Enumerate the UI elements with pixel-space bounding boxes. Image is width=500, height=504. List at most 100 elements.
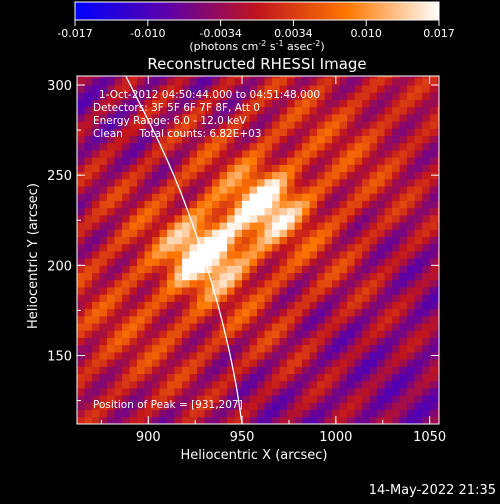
heatmap-cell [339, 222, 348, 230]
heatmap-cell [347, 99, 356, 108]
heatmap-cell [422, 185, 431, 194]
heatmap-cell [392, 366, 401, 375]
heatmap-cell [77, 185, 86, 194]
heatmap-cell [182, 135, 191, 144]
heatmap-cell [309, 77, 318, 86]
heatmap-cell [197, 164, 206, 173]
heatmap-cell [384, 395, 393, 403]
heatmap-cell [347, 286, 356, 295]
heatmap-cell [392, 178, 401, 187]
heatmap-cell [414, 315, 423, 324]
heatmap-cell [137, 135, 146, 144]
heatmap-cell [234, 99, 243, 108]
heatmap-cell [369, 200, 378, 209]
colorbar-tick-label: 0.010 [350, 27, 382, 40]
heatmap-cell [392, 236, 401, 245]
heatmap-cell [114, 214, 123, 223]
heatmap-cell [174, 164, 183, 173]
heatmap-cell [219, 308, 228, 317]
heatmap-cell [309, 142, 318, 151]
heatmap-cell [407, 207, 416, 216]
heatmap-cell [369, 229, 378, 237]
heatmap-cell [114, 200, 123, 209]
heatmap-cell [377, 344, 386, 353]
heatmap-cell [122, 351, 131, 360]
heatmap-cell [407, 315, 416, 324]
heatmap-cell [182, 171, 191, 180]
heatmap-cell [144, 294, 153, 302]
heatmap-cell [392, 243, 401, 252]
heatmap-cell [114, 337, 123, 346]
heatmap-cell [339, 200, 348, 209]
heatmap-cell [212, 323, 221, 331]
heatmap-cell [159, 229, 168, 237]
heatmap-cell [227, 409, 236, 418]
heatmap-cell [152, 207, 161, 216]
heatmap-cell [294, 366, 303, 375]
heatmap-cell [227, 243, 236, 252]
heatmap-cell [422, 157, 431, 165]
heatmap-cell [347, 416, 356, 424]
heatmap-cell [324, 294, 333, 302]
heatmap-cell [152, 85, 161, 93]
heatmap-cell [317, 301, 326, 310]
heatmap-cell [84, 265, 93, 274]
heatmap-cell [197, 185, 206, 194]
heatmap-cell [107, 402, 116, 411]
heatmap-cell [99, 395, 108, 403]
heatmap-cell [422, 337, 431, 346]
heatmap-cell [309, 113, 318, 122]
heatmap-cell [182, 92, 191, 100]
heatmap-cell [384, 301, 393, 310]
heatmap-cell [249, 200, 258, 209]
heatmap-cell [294, 135, 303, 144]
heatmap-cell [189, 236, 198, 245]
heatmap-cell [234, 301, 243, 310]
heatmap-cell [257, 359, 266, 367]
heatmap-cell [287, 185, 296, 194]
heatmap-cell [249, 85, 258, 93]
heatmap-cell [369, 258, 378, 266]
heatmap-cell [227, 344, 236, 353]
chart-title: Reconstructed RHESSI Image [147, 55, 366, 73]
heatmap-cell [114, 308, 123, 317]
heatmap-cell [204, 113, 213, 122]
heatmap-cell [197, 351, 206, 360]
heatmap-cell [302, 99, 311, 108]
heatmap-cell [272, 164, 281, 173]
heatmap-cell [302, 395, 311, 403]
heatmap-cell [77, 164, 86, 173]
heatmap-cell [317, 99, 326, 108]
heatmap-cell [407, 351, 416, 360]
heatmap-cell [242, 387, 251, 396]
heatmap-cell [122, 214, 131, 223]
heatmap-cell [429, 395, 438, 403]
heatmap-cell [392, 222, 401, 230]
heatmap-cell [317, 315, 326, 324]
heatmap-cell [159, 92, 168, 100]
heatmap-cell [227, 272, 236, 281]
heatmap-cell [114, 128, 123, 137]
heatmap-cell [77, 207, 86, 216]
heatmap-cell [437, 243, 439, 252]
heatmap-cell [384, 214, 393, 223]
heatmap-cell [234, 171, 243, 180]
heatmap-cell [219, 301, 228, 310]
heatmap-cell [77, 409, 86, 418]
heatmap-cell [182, 416, 191, 424]
heatmap-cell [174, 207, 183, 216]
heatmap-cell [302, 193, 311, 201]
heatmap-cell [332, 344, 341, 353]
heatmap-cell [99, 92, 108, 100]
heatmap-cell [219, 337, 228, 346]
heatmap-cell [264, 222, 273, 230]
heatmap-cell [167, 76, 176, 79]
heatmap-cell [242, 207, 251, 216]
heatmap-cell [324, 85, 333, 93]
heatmap-cell [174, 359, 183, 367]
heatmap-cell [294, 164, 303, 173]
heatmap-cell [362, 294, 371, 302]
heatmap-cell [212, 416, 221, 424]
heatmap-cell [272, 323, 281, 331]
heatmap-cell [182, 157, 191, 165]
